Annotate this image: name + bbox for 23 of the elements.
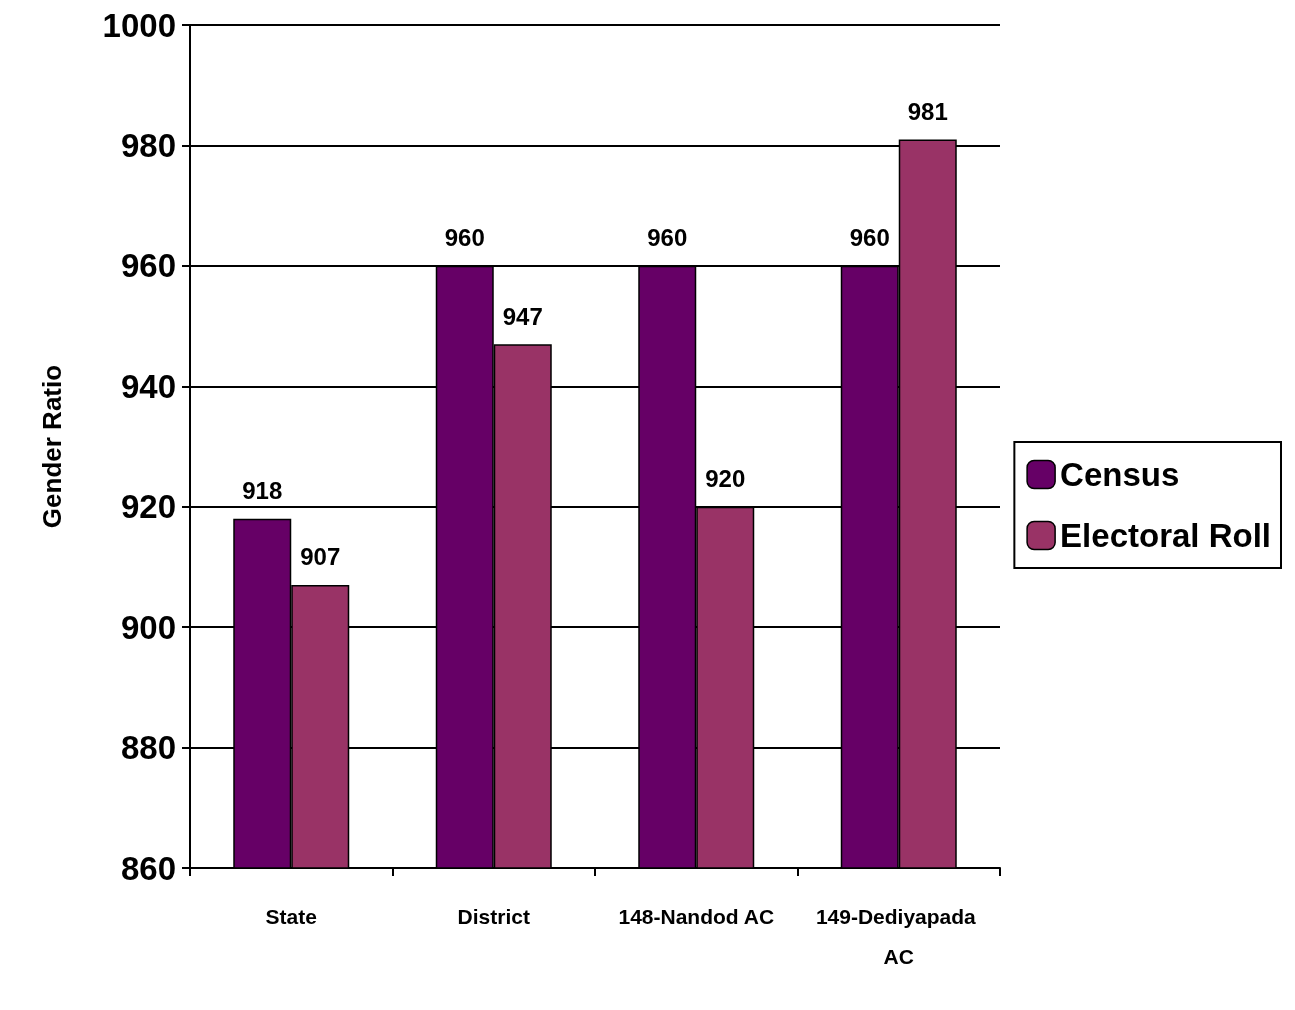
y-axis-title: Gender Ratio <box>37 364 67 529</box>
x-tick-label: 149-Dediyapada AC <box>815 904 982 968</box>
x-tick-label: 148-Nandod AC <box>618 904 775 928</box>
y-tick-label: 900 <box>120 608 176 646</box>
legend-label: Census <box>1060 456 1180 493</box>
data-label: 920 <box>705 465 746 493</box>
data-label: 960 <box>444 224 485 252</box>
data-label: 947 <box>502 302 543 330</box>
data-label: 960 <box>647 224 688 252</box>
x-tick-label: State <box>265 904 317 928</box>
y-tick-label: 960 <box>120 247 176 285</box>
data-label: 907 <box>300 543 341 571</box>
data-label: 960 <box>849 224 890 252</box>
legend-label: Electoral Roll <box>1060 517 1271 554</box>
y-tick-label: 1000 <box>102 6 176 44</box>
data-label: 981 <box>907 97 948 125</box>
y-tick-label: 920 <box>120 488 176 526</box>
y-tick-label: 860 <box>120 849 176 887</box>
x-tick-label: District <box>457 904 530 928</box>
data-label: 918 <box>242 477 283 505</box>
y-tick-label: 980 <box>120 126 176 164</box>
y-tick-label: 940 <box>120 367 176 405</box>
y-tick-label: 880 <box>120 729 176 767</box>
